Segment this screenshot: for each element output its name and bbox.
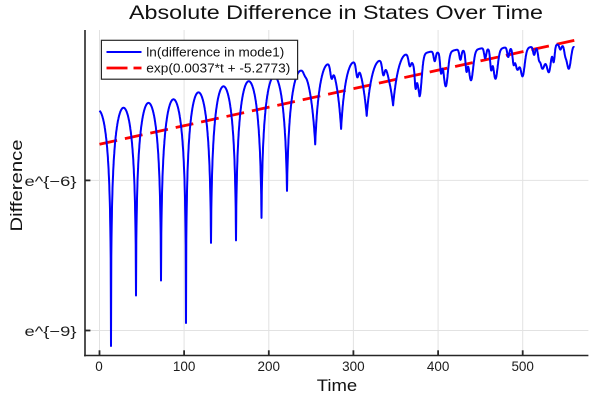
svg-text:ln(difference in mode1): ln(difference in mode1) — [146, 45, 284, 59]
svg-text:100: 100 — [173, 359, 196, 374]
svg-text:e^{−9}: e^{−9} — [25, 324, 78, 339]
svg-text:400: 400 — [427, 359, 450, 374]
svg-text:Absolute Difference in States: Absolute Difference in States Over Time — [129, 2, 543, 24]
svg-text:exp(0.0037*t + -5.2773): exp(0.0037*t + -5.2773) — [146, 61, 290, 75]
svg-text:e^{−6}: e^{−6} — [25, 174, 78, 189]
svg-text:200: 200 — [258, 359, 281, 374]
svg-text:0: 0 — [95, 359, 103, 374]
svg-text:300: 300 — [342, 359, 365, 374]
svg-text:500: 500 — [511, 359, 534, 374]
svg-text:Difference: Difference — [7, 140, 26, 232]
svg-text:Time: Time — [317, 377, 358, 395]
